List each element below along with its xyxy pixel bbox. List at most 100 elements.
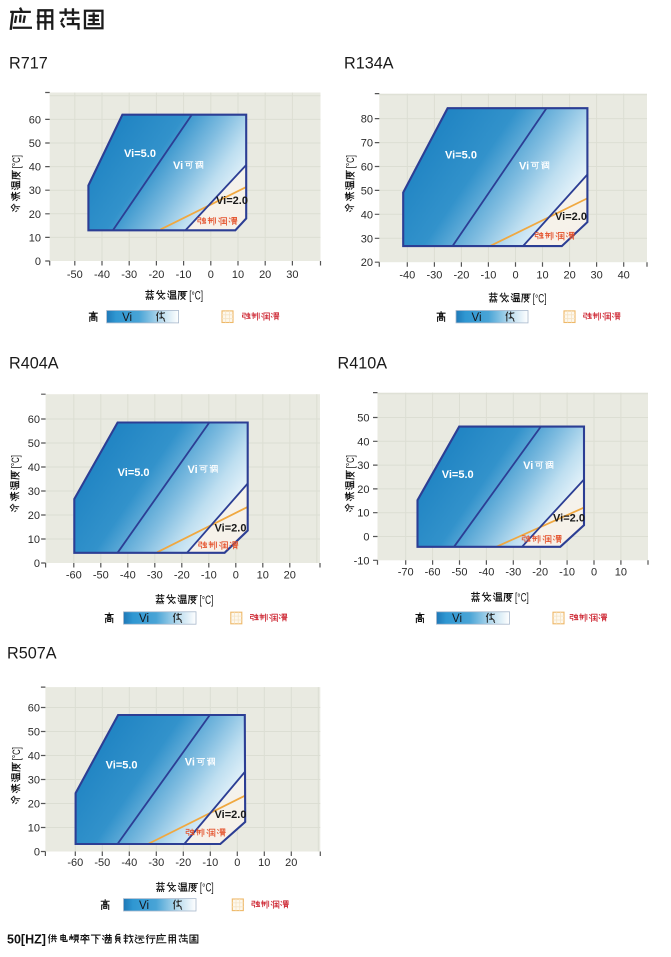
svg-text:-60: -60: [425, 567, 441, 579]
svg-text:[°C]: [°C]: [11, 747, 23, 760]
svg-text:20: 20: [285, 857, 297, 869]
svg-text:20: 20: [259, 269, 271, 281]
svg-text:-20: -20: [174, 570, 190, 582]
svg-text:30: 30: [28, 486, 40, 498]
svg-text:50: 50: [357, 413, 369, 425]
svg-text:10: 10: [28, 823, 40, 835]
svg-text:Vi: Vi: [185, 757, 195, 769]
svg-text:40: 40: [28, 751, 40, 763]
svg-text:-30: -30: [505, 567, 521, 579]
svg-text:-50: -50: [93, 570, 109, 582]
svg-text:Vi: Vi: [452, 613, 462, 625]
svg-text:R134A: R134A: [344, 54, 394, 72]
svg-text:[°C]: [°C]: [10, 455, 22, 468]
svg-text:40: 40: [618, 270, 630, 282]
svg-text:-10: -10: [176, 269, 192, 281]
svg-text:Vi: Vi: [523, 460, 533, 472]
svg-text:20: 20: [28, 510, 40, 522]
svg-text:-30: -30: [147, 570, 163, 582]
svg-text:0: 0: [35, 256, 41, 268]
svg-text:20: 20: [357, 484, 369, 496]
svg-text:[°C]: [°C]: [345, 455, 357, 468]
svg-text:0: 0: [512, 270, 518, 282]
svg-text:-40: -40: [478, 567, 494, 579]
svg-text:R507A: R507A: [7, 644, 57, 662]
svg-text:-20: -20: [532, 567, 548, 579]
svg-text:-40: -40: [121, 857, 137, 869]
svg-text:Vi=5.0: Vi=5.0: [445, 150, 477, 162]
svg-text:-10: -10: [354, 555, 370, 567]
svg-text:30: 30: [29, 185, 41, 197]
svg-text:[°C]: [°C]: [515, 593, 529, 605]
svg-text:[°C]: [°C]: [200, 595, 214, 607]
svg-text:40: 40: [28, 462, 40, 474]
svg-text:-30: -30: [426, 270, 442, 282]
svg-text:0: 0: [233, 570, 239, 582]
svg-text:50: 50: [29, 138, 41, 150]
svg-text:20: 20: [563, 270, 575, 282]
svg-text:10: 10: [536, 270, 548, 282]
svg-text:0: 0: [208, 269, 214, 281]
svg-text:20: 20: [29, 209, 41, 221]
svg-text:Vi: Vi: [173, 160, 183, 172]
svg-text:60: 60: [361, 162, 373, 174]
svg-text:60: 60: [28, 703, 40, 715]
svg-text:-40: -40: [94, 269, 110, 281]
svg-text:60: 60: [28, 414, 40, 426]
svg-text:[°C]: [°C]: [345, 155, 357, 168]
svg-text:-30: -30: [148, 857, 164, 869]
svg-text:-10: -10: [201, 570, 217, 582]
svg-text:70: 70: [361, 138, 373, 150]
svg-text:-70: -70: [398, 567, 414, 579]
svg-text:Vi: Vi: [519, 160, 529, 172]
svg-text:40: 40: [357, 436, 369, 448]
svg-text:Vi=2.0: Vi=2.0: [553, 513, 585, 525]
svg-text:-60: -60: [67, 857, 83, 869]
svg-text:-10: -10: [480, 270, 496, 282]
svg-text:10: 10: [257, 570, 269, 582]
svg-text:-50: -50: [67, 269, 83, 281]
svg-text:40: 40: [29, 162, 41, 174]
svg-text:0: 0: [234, 857, 240, 869]
svg-text:Vi: Vi: [122, 312, 132, 324]
svg-text:10: 10: [357, 508, 369, 520]
svg-text:20: 20: [284, 570, 296, 582]
svg-text:[°C]: [°C]: [189, 291, 203, 303]
svg-text:Vi=2.0: Vi=2.0: [215, 809, 247, 821]
svg-text:-10: -10: [559, 567, 575, 579]
svg-text:[°C]: [°C]: [200, 883, 214, 895]
svg-text:-40: -40: [120, 570, 136, 582]
svg-text:[°C]: [°C]: [11, 155, 23, 168]
svg-text:Vi=2.0: Vi=2.0: [215, 523, 247, 535]
svg-text:-20: -20: [175, 857, 191, 869]
svg-text:0: 0: [591, 567, 597, 579]
svg-text:R404A: R404A: [9, 354, 59, 372]
svg-text:30: 30: [361, 233, 373, 245]
svg-text:10: 10: [258, 857, 270, 869]
svg-text:Vi: Vi: [471, 312, 481, 324]
svg-text:10: 10: [615, 567, 627, 579]
svg-text:30: 30: [28, 775, 40, 787]
svg-text:[°C]: [°C]: [533, 293, 547, 305]
svg-text:Vi=2.0: Vi=2.0: [216, 195, 248, 207]
svg-text:0: 0: [363, 532, 369, 544]
svg-text:R410A: R410A: [338, 354, 388, 372]
svg-text:-50: -50: [452, 567, 468, 579]
svg-text:-30: -30: [121, 269, 137, 281]
svg-text:-50: -50: [94, 857, 110, 869]
svg-text:20: 20: [361, 257, 373, 269]
svg-text:-20: -20: [453, 270, 469, 282]
svg-text:-10: -10: [202, 857, 218, 869]
svg-text:0: 0: [34, 847, 40, 859]
svg-text:50: 50: [361, 185, 373, 197]
svg-text:30: 30: [590, 270, 602, 282]
svg-text:Vi=2.0: Vi=2.0: [555, 211, 587, 223]
svg-text:10: 10: [29, 232, 41, 244]
svg-text:Vi=5.0: Vi=5.0: [124, 148, 156, 160]
svg-text:80: 80: [361, 114, 373, 126]
svg-text:20: 20: [28, 799, 40, 811]
svg-text:50: 50: [28, 727, 40, 739]
svg-text:40: 40: [361, 209, 373, 221]
svg-text:50: 50: [28, 438, 40, 450]
svg-text:0: 0: [34, 558, 40, 570]
